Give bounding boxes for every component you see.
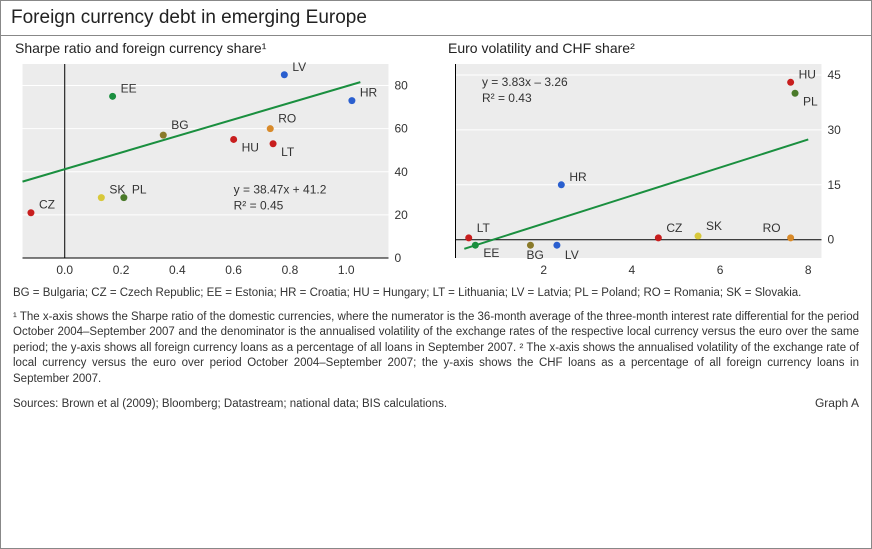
data-label-lv: LV xyxy=(292,60,306,74)
data-point-hu xyxy=(230,136,237,143)
right-scatter-plot: LT EE BG LV HR CZ SK RO HU PL 2 4 6 8 0 15 30 45 y = 3.83x… xyxy=(444,60,861,280)
left-chart-svg: CZSKPLEEBGHULTROLVHR0.00.20.40.60.81.002… xyxy=(11,60,428,280)
data-point-cz xyxy=(27,209,34,216)
charts-row: Sharpe ratio and foreign currency share¹… xyxy=(1,36,871,280)
country-legend: BG = Bulgaria; CZ = Czech Republic; EE =… xyxy=(13,286,859,302)
left-scatter-plot: CZSKPLEEBGHULTROLVHR0.00.20.40.60.81.002… xyxy=(11,60,428,280)
data-point-ee xyxy=(109,93,116,100)
data-label-sk: SK xyxy=(706,219,722,233)
y-tick-label: 15 xyxy=(828,178,842,192)
right-chart-panel: Euro volatility and CHF share² LT EE BG LV H… xyxy=(444,40,861,280)
sources-line: Sources: Brown et al (2009); Bloomberg; … xyxy=(13,397,447,413)
data-point-lt xyxy=(270,140,277,147)
regression-equation: y = 38.47x + 41.2 xyxy=(234,182,327,196)
data-point-hr xyxy=(558,181,565,188)
data-label-cz: CZ xyxy=(39,198,55,212)
page-title: Foreign currency debt in emerging Europe xyxy=(11,7,861,29)
data-label-lt: LT xyxy=(477,221,491,235)
data-label-cz: CZ xyxy=(666,221,682,235)
data-point-lt xyxy=(465,234,472,241)
data-label-hu: HU xyxy=(799,67,816,81)
x-tick-label: 6 xyxy=(717,263,724,277)
data-point-lv xyxy=(553,242,560,249)
y-tick-label: 45 xyxy=(828,68,842,82)
x-tick-label: 8 xyxy=(805,263,812,277)
data-label-hr: HR xyxy=(569,170,587,184)
data-point-ro xyxy=(787,234,794,241)
data-point-ro xyxy=(267,125,274,132)
data-point-pl xyxy=(792,90,799,97)
x-tick-label: 0.0 xyxy=(56,263,73,277)
data-label-hr: HR xyxy=(360,86,378,100)
x-tick-label: 2 xyxy=(540,263,547,277)
y-tick-label: 40 xyxy=(395,165,409,179)
data-label-lt: LT xyxy=(281,145,295,159)
data-label-ro: RO xyxy=(278,112,296,126)
title-bar: Foreign currency debt in emerging Europe xyxy=(1,1,871,36)
data-label-ee: EE xyxy=(121,81,137,95)
x-tick-label: 0.6 xyxy=(225,263,242,277)
regression-equation: y = 3.83x – 3.26 xyxy=(482,75,568,89)
graph-label: Graph A xyxy=(815,395,859,411)
r-squared-label: R² = 0.43 xyxy=(482,91,532,105)
data-label-ee: EE xyxy=(483,246,499,260)
x-tick-label: 4 xyxy=(629,263,636,277)
data-label-pl: PL xyxy=(803,94,818,108)
data-label-hu: HU xyxy=(242,140,259,154)
data-point-cz xyxy=(655,234,662,241)
data-point-sk xyxy=(695,233,702,240)
left-chart-panel: Sharpe ratio and foreign currency share¹… xyxy=(11,40,428,280)
y-tick-label: 80 xyxy=(395,79,409,93)
data-label-lv: LV xyxy=(565,248,579,262)
r-squared-label: R² = 0.45 xyxy=(234,198,284,212)
y-tick-label: 0 xyxy=(828,233,835,247)
data-point-ee xyxy=(472,242,479,249)
footnotes-block: BG = Bulgaria; CZ = Czech Republic; EE =… xyxy=(1,280,871,417)
right-chart-title: Euro volatility and CHF share² xyxy=(444,40,861,56)
plot-background xyxy=(23,64,389,258)
data-label-bg: BG xyxy=(171,118,188,132)
y-tick-label: 0 xyxy=(395,251,402,265)
x-tick-label: 1.0 xyxy=(338,263,355,277)
left-chart-title: Sharpe ratio and foreign currency share¹ xyxy=(11,40,428,56)
x-tick-label: 0.8 xyxy=(282,263,299,277)
data-label-bg: BG xyxy=(526,248,543,262)
y-tick-label: 60 xyxy=(395,122,409,136)
data-point-lv xyxy=(281,71,288,78)
y-tick-label: 30 xyxy=(828,123,842,137)
data-point-hu xyxy=(787,79,794,86)
data-point-pl xyxy=(120,194,127,201)
data-point-hr xyxy=(348,97,355,104)
footnote-text: ¹ The x-axis shows the Sharpe ratio of t… xyxy=(13,310,859,388)
data-label-pl: PL xyxy=(132,183,147,197)
right-chart-svg: LT EE BG LV HR CZ SK RO HU PL 2 4 6 8 0 15 30 45 y = 3.83x… xyxy=(444,60,861,280)
data-point-bg xyxy=(160,132,167,139)
x-tick-label: 0.2 xyxy=(113,263,130,277)
x-tick-label: 0.4 xyxy=(169,263,186,277)
y-tick-label: 20 xyxy=(395,208,409,222)
data-label-ro: RO xyxy=(763,221,781,235)
data-point-sk xyxy=(98,194,105,201)
